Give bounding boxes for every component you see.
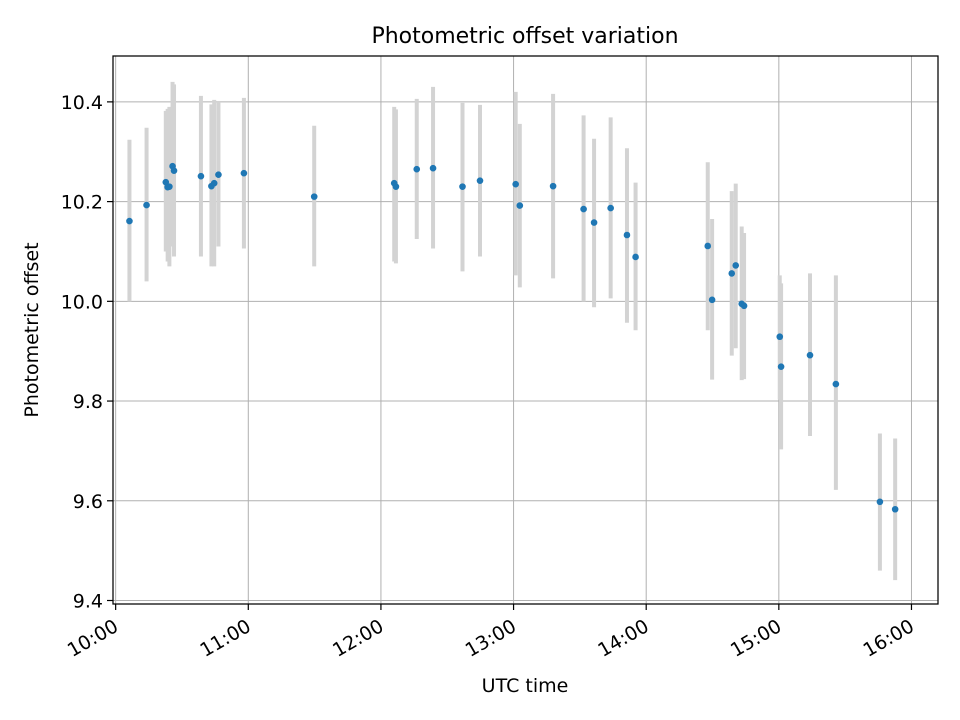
data-point xyxy=(580,205,587,213)
data-point xyxy=(210,179,218,187)
y-axis-label: Photometric offset xyxy=(21,242,43,417)
y-tick-label: 9.8 xyxy=(73,391,103,413)
data-point xyxy=(429,164,437,172)
data-point xyxy=(516,202,524,209)
grid xyxy=(113,56,938,604)
y-tick-label: 10.0 xyxy=(61,291,103,313)
y-tick-label: 9.4 xyxy=(73,591,103,613)
data-points xyxy=(126,162,899,513)
y-axis-ticks: 9.4 9.6 9.8 10.0 10.2 10.4 xyxy=(61,92,113,613)
data-point xyxy=(240,169,248,177)
data-point xyxy=(732,262,740,269)
data-point xyxy=(806,351,814,359)
y-tick-label: 10.2 xyxy=(61,192,103,214)
plot-frame xyxy=(112,55,939,605)
data-point xyxy=(728,270,736,277)
data-point xyxy=(777,363,785,370)
data-point xyxy=(708,296,716,304)
data-point xyxy=(607,204,614,212)
data-point xyxy=(590,219,598,226)
data-point xyxy=(197,172,205,180)
data-point xyxy=(512,180,519,188)
x-axis-label: UTC time xyxy=(482,675,569,697)
data-point xyxy=(162,178,170,186)
data-point xyxy=(891,505,899,513)
data-point xyxy=(632,253,639,261)
data-point xyxy=(549,182,557,190)
y-tick-label: 10.4 xyxy=(61,92,103,114)
data-point xyxy=(459,183,466,190)
data-point xyxy=(876,498,884,506)
data-point xyxy=(413,165,421,173)
data-point xyxy=(704,242,712,250)
data-point xyxy=(740,302,748,310)
data-point xyxy=(310,193,318,200)
data-point xyxy=(476,177,484,184)
data-point xyxy=(776,333,784,341)
y-tick-label: 9.6 xyxy=(73,491,103,513)
data-point xyxy=(215,171,222,178)
data-point xyxy=(170,167,178,174)
data-point xyxy=(126,217,133,225)
data-point xyxy=(623,231,631,239)
data-point xyxy=(143,201,150,209)
chart-title: Photometric offset variation xyxy=(371,24,678,49)
data-point xyxy=(166,183,173,190)
data-point xyxy=(392,183,400,190)
data-point xyxy=(832,380,840,388)
